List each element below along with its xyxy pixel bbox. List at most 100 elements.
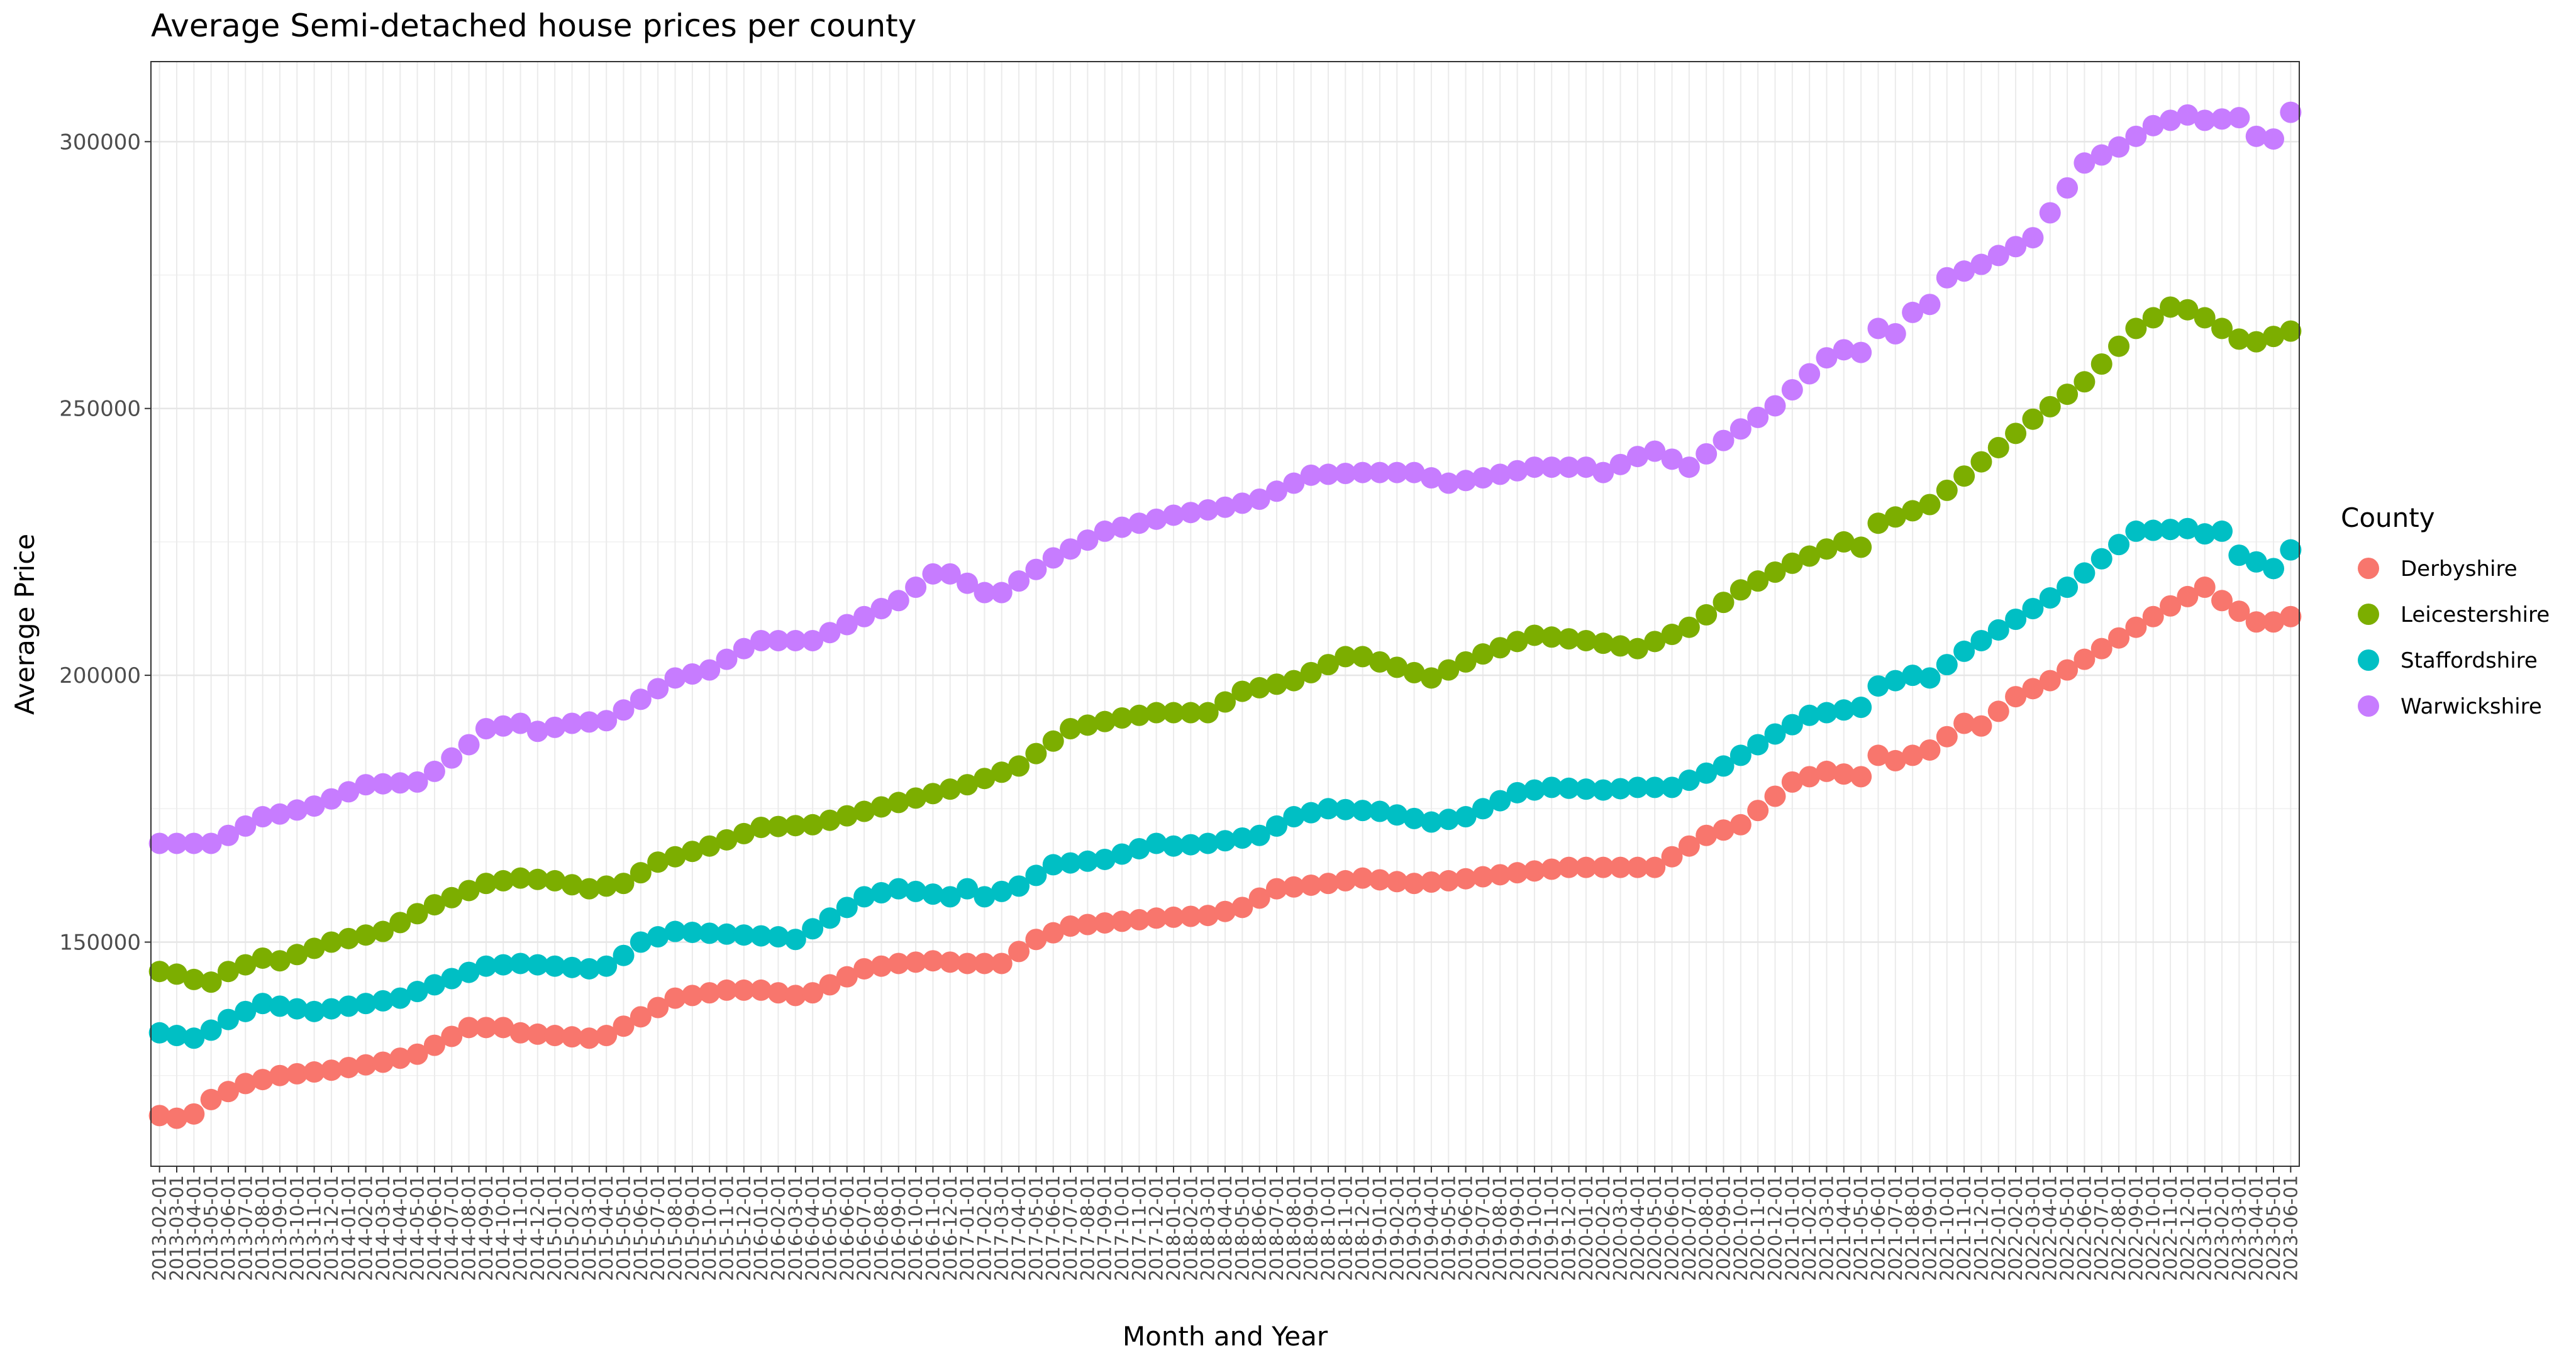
data-point bbox=[1970, 629, 1992, 651]
data-point bbox=[303, 937, 325, 959]
x-tick-label: 2015-02-01 bbox=[562, 1175, 583, 1281]
data-point bbox=[355, 993, 377, 1015]
data-point bbox=[338, 927, 360, 949]
data-point bbox=[2039, 202, 2061, 224]
x-tick-label: 2014-05-01 bbox=[407, 1175, 428, 1281]
data-point bbox=[217, 1008, 239, 1030]
data-point bbox=[286, 799, 308, 821]
data-point bbox=[2005, 236, 2027, 258]
data-point bbox=[1248, 887, 1270, 909]
legend-title: County bbox=[2341, 502, 2435, 533]
data-point bbox=[1713, 429, 1735, 451]
data-point bbox=[1799, 766, 1821, 788]
data-point bbox=[1317, 463, 1339, 485]
data-point bbox=[303, 1000, 325, 1022]
x-tick-label: 2021-11-01 bbox=[1953, 1175, 1975, 1281]
data-point bbox=[1265, 480, 1287, 502]
data-point bbox=[630, 931, 652, 953]
data-point bbox=[148, 1022, 170, 1044]
data-point bbox=[2039, 670, 2061, 692]
data-point bbox=[1850, 766, 1872, 788]
data-point bbox=[957, 878, 979, 900]
data-point bbox=[1713, 755, 1735, 777]
data-point bbox=[1197, 702, 1219, 724]
data-point bbox=[2177, 104, 2199, 126]
data-point bbox=[1111, 910, 1133, 932]
data-point bbox=[1197, 905, 1219, 927]
data-point bbox=[441, 747, 463, 769]
data-point bbox=[2263, 326, 2285, 348]
data-point bbox=[1661, 624, 1683, 646]
data-point bbox=[957, 952, 979, 974]
data-point bbox=[561, 956, 583, 978]
data-point bbox=[2177, 585, 2199, 607]
x-tick-label: 2016-07-01 bbox=[853, 1175, 875, 1281]
data-point bbox=[183, 1103, 205, 1125]
data-point bbox=[802, 918, 824, 940]
data-point bbox=[1283, 876, 1305, 898]
data-point bbox=[235, 1073, 257, 1095]
data-point bbox=[1902, 665, 1924, 687]
data-point bbox=[1541, 858, 1563, 880]
data-point bbox=[1644, 776, 1666, 798]
x-tick-label: 2021-03-01 bbox=[1816, 1175, 1837, 1281]
data-point bbox=[1265, 673, 1287, 695]
data-point bbox=[2022, 408, 2044, 430]
data-point bbox=[441, 886, 463, 908]
x-tick-label: 2017-02-01 bbox=[974, 1175, 995, 1281]
x-tick-label: 2020-12-01 bbox=[1764, 1175, 1785, 1281]
x-tick-label: 2013-10-01 bbox=[286, 1175, 308, 1281]
legend-label: Warwickshire bbox=[2401, 694, 2542, 719]
data-point bbox=[1816, 760, 1838, 782]
x-tick-label: 2019-06-01 bbox=[1455, 1175, 1477, 1281]
data-points bbox=[148, 101, 2302, 1129]
data-point bbox=[1197, 832, 1219, 854]
x-tick-label: 2019-11-01 bbox=[1541, 1175, 1562, 1281]
data-point bbox=[870, 796, 892, 818]
x-axis-ticks: 2013-02-012013-03-012013-04-012013-05-01… bbox=[149, 1166, 2301, 1281]
data-point bbox=[699, 659, 721, 681]
y-tick-label: 200000 bbox=[59, 663, 141, 688]
x-tick-label: 2020-09-01 bbox=[1713, 1175, 1735, 1281]
data-point bbox=[1558, 456, 1580, 478]
data-point bbox=[389, 987, 411, 1009]
x-tick-label: 2016-05-01 bbox=[819, 1175, 840, 1281]
data-point bbox=[1420, 667, 1442, 689]
data-point bbox=[2108, 627, 2130, 649]
x-tick-label: 2018-11-01 bbox=[1335, 1175, 1356, 1281]
legend-label: Leicestershire bbox=[2401, 602, 2550, 627]
data-point bbox=[905, 951, 927, 973]
data-point bbox=[699, 922, 721, 944]
x-tick-label: 2019-03-01 bbox=[1404, 1175, 1425, 1281]
data-point bbox=[2228, 544, 2250, 566]
data-point bbox=[750, 817, 772, 839]
data-point bbox=[1438, 869, 1460, 892]
x-tick-label: 2017-10-01 bbox=[1111, 1175, 1133, 1281]
data-point bbox=[235, 1000, 257, 1022]
data-point bbox=[1197, 499, 1219, 521]
data-point bbox=[2125, 125, 2147, 147]
data-point bbox=[1747, 734, 1769, 756]
data-point bbox=[2160, 296, 2182, 318]
data-point bbox=[596, 875, 618, 897]
data-point bbox=[1747, 570, 1769, 592]
data-point bbox=[1420, 467, 1442, 489]
data-point bbox=[544, 869, 566, 892]
data-point bbox=[1180, 502, 1202, 524]
data-point bbox=[1094, 710, 1116, 732]
x-tick-label: 2022-06-01 bbox=[2074, 1175, 2095, 1281]
x-tick-label: 2015-09-01 bbox=[682, 1175, 703, 1281]
data-point bbox=[1884, 323, 1906, 345]
data-point bbox=[492, 1017, 514, 1039]
data-point bbox=[957, 572, 979, 594]
x-tick-label: 2015-07-01 bbox=[647, 1175, 669, 1281]
x-tick-label: 2021-06-01 bbox=[1867, 1175, 1889, 1281]
data-point bbox=[767, 926, 789, 948]
x-tick-label: 2018-08-01 bbox=[1283, 1175, 1304, 1281]
data-point bbox=[1987, 245, 2009, 267]
data-point bbox=[1729, 814, 1752, 836]
data-point bbox=[544, 1025, 566, 1047]
data-point bbox=[389, 912, 411, 934]
data-point bbox=[681, 921, 703, 943]
data-point bbox=[389, 1047, 411, 1069]
